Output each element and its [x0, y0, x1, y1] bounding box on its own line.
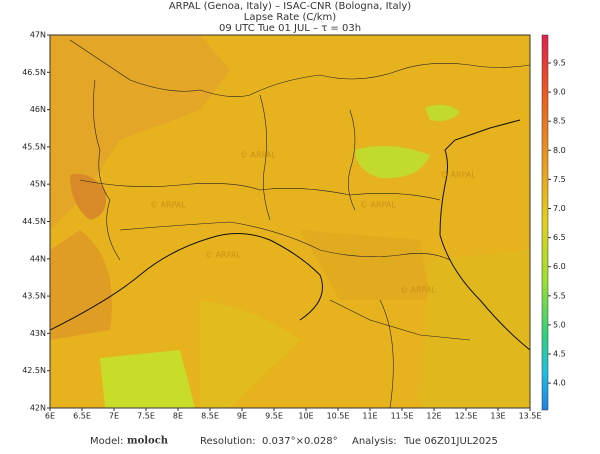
- colorbar-label: 7.0: [553, 204, 566, 213]
- coastline: [50, 233, 323, 331]
- colorbar-label: 9.0: [553, 88, 566, 97]
- lon-label: 6.5E: [73, 412, 91, 421]
- coastline: [444, 119, 521, 151]
- border: [329, 299, 471, 341]
- colorbar-label: 4.0: [553, 379, 566, 388]
- lon-label: 7.5E: [137, 412, 155, 421]
- lon-label: 10.5E: [327, 412, 350, 421]
- lat-label: 43N: [30, 329, 46, 338]
- lat-label: 45N: [30, 180, 46, 189]
- header-line: 09 UTC Tue 01 JUL – τ = 03h: [219, 23, 361, 34]
- lat-label: 42.5N: [22, 366, 46, 375]
- lat-label: 46N: [30, 105, 46, 114]
- field-patch: [355, 146, 430, 179]
- footer-label: Analysis:: [352, 436, 397, 447]
- lat-label: 47N: [30, 31, 46, 40]
- watermark: © ARPAL: [205, 251, 241, 260]
- lat-label: 44N: [30, 254, 46, 263]
- watermark: © ARPAL: [440, 171, 476, 180]
- colorbar-label: 6.5: [553, 233, 566, 242]
- lat-label: 44.5N: [22, 217, 46, 226]
- field-patch: [300, 230, 430, 300]
- lat-label: 45.5N: [22, 142, 46, 151]
- border: [259, 94, 271, 221]
- header-line: ARPAL (Genoa, Italy) – ISAC-CNR (Bologna…: [169, 1, 411, 12]
- footer-value: 0.037°×0.028°: [262, 436, 338, 447]
- field-patch: [70, 174, 106, 220]
- colorbar-label: 5.0: [553, 320, 566, 329]
- border: [93, 79, 121, 261]
- header-line: Lapse Rate (C/km): [244, 12, 336, 23]
- lon-label: 6E: [45, 412, 55, 421]
- watermark: © ARPAL: [360, 201, 396, 210]
- borders: [69, 39, 530, 408]
- field-patch: [100, 350, 195, 408]
- field-patch: [425, 104, 460, 121]
- colorbar-label: 7.5: [553, 175, 566, 184]
- footer-value: moloch: [127, 436, 169, 447]
- border: [119, 221, 451, 261]
- border: [69, 39, 530, 97]
- lon-label: 11E: [362, 412, 377, 421]
- lon-label: 11.5E: [391, 412, 414, 421]
- lon-label: 13.5E: [519, 412, 542, 421]
- colorbar: [541, 34, 549, 411]
- colorbar-label: 8.5: [553, 117, 566, 126]
- lat-label: 46.5N: [22, 68, 46, 77]
- coastlines: [50, 119, 530, 351]
- watermark: © ARPAL: [240, 151, 276, 160]
- colorbar-label: 6.0: [553, 262, 566, 271]
- colorbar-label: 8.0: [553, 146, 566, 155]
- field-patch: [420, 250, 530, 408]
- border: [379, 299, 394, 408]
- lon-label: 12.5E: [455, 412, 478, 421]
- watermark: © ARPAL: [150, 201, 186, 210]
- field-patch: [200, 300, 300, 408]
- lon-label: 9.5E: [265, 412, 283, 421]
- field-patch: [50, 35, 230, 230]
- lat-label: 43.5N: [22, 292, 46, 301]
- lon-label: 9E: [237, 412, 247, 421]
- footer-value: Tue 06Z01JUL2025: [403, 436, 498, 447]
- lat-label: 42N: [30, 404, 46, 413]
- colorbar-label: 5.5: [553, 291, 566, 300]
- watermark: © ARPAL: [400, 286, 436, 295]
- footer-label: Resolution:: [200, 436, 256, 447]
- footer-label: Model:: [90, 436, 123, 447]
- lon-label: 13E: [490, 412, 505, 421]
- lon-label: 8E: [173, 412, 183, 421]
- border: [79, 179, 441, 201]
- lon-label: 10E: [298, 412, 313, 421]
- lon-label: 7E: [109, 412, 119, 421]
- map-field: © ARPAL © ARPAL © ARPAL © ARPAL © ARPAL …: [50, 35, 530, 408]
- coastline: [439, 149, 530, 351]
- border: [348, 109, 356, 211]
- lon-label: 8.5E: [201, 412, 219, 421]
- field-patch: [50, 230, 112, 340]
- lon-label: 12E: [426, 412, 441, 421]
- colorbar-label: 4.5: [553, 350, 566, 359]
- colorbar-label: 9.5: [553, 59, 566, 68]
